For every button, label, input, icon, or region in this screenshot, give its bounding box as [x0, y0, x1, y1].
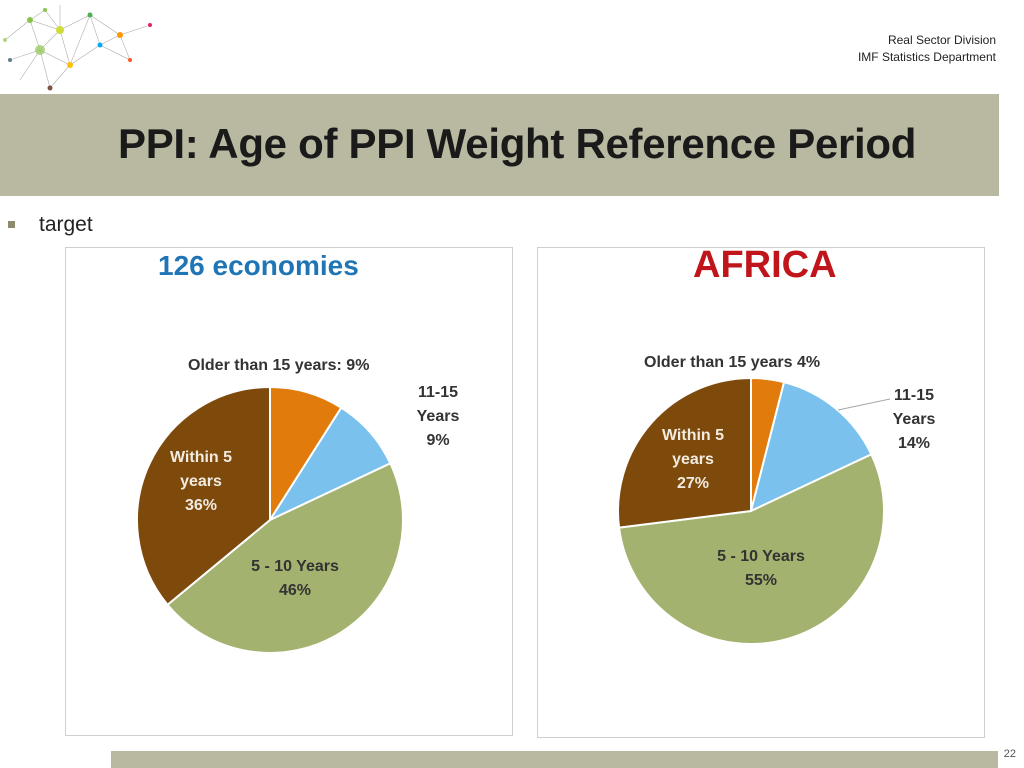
chart-title-africa: AFRICA [693, 244, 837, 286]
data-label-older-15: Older than 15 years 4% [644, 354, 821, 371]
pie-chart-economies [136, 385, 404, 654]
chart-title-economies: 126 economies [158, 250, 359, 281]
org-department: IMF Statistics Department [857, 50, 996, 64]
data-label-11-15: 11-15 Years 14% [892, 387, 936, 452]
data-label-5-10: 5 - 10 Years 46% [251, 558, 339, 599]
data-label-older-15: Older than 15 years: 9% [188, 357, 370, 374]
pie-slice-5-10 [166, 462, 404, 654]
bullet-marker [8, 221, 15, 228]
title-band [0, 94, 999, 196]
data-label-within-5: Within 5 years 36% [169, 449, 233, 514]
pie-slice-within-5 [136, 385, 271, 607]
bullet-text: target [39, 213, 93, 236]
footer-band [111, 751, 998, 768]
data-label-within-5: Within 5 years 27% [661, 427, 725, 492]
pie-slice-5-10 [617, 453, 885, 645]
data-label-11-15: 11-15 Years 9% [416, 384, 460, 449]
organization-label: Real Sector Division IMF Statistics Depa… [858, 32, 996, 66]
leader-line-africa-11-15 [837, 398, 891, 411]
page-number: 22 [1003, 748, 1016, 760]
data-label-5-10: 5 - 10 Years 55% [717, 548, 805, 589]
pie-chart-africa [617, 376, 885, 645]
imf-network-logo [3, 5, 152, 91]
pie-slice-within-5 [617, 376, 752, 529]
pie-slice-11-15 [749, 380, 873, 513]
slide-title: PPI: Age of PPI Weight Reference Period [118, 120, 917, 167]
org-division: Real Sector Division [887, 33, 996, 47]
